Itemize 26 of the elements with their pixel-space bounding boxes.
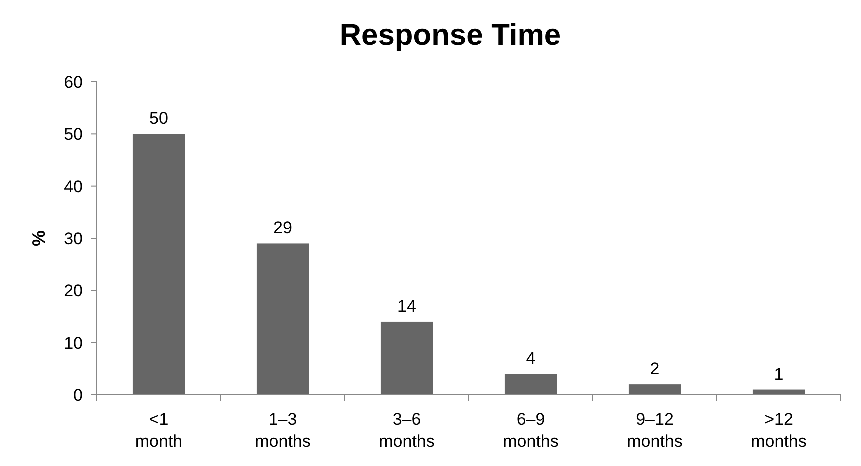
bar (628, 384, 682, 395)
y-tick-label: 50 (64, 125, 83, 144)
data-label: 14 (398, 296, 416, 316)
y-tick-label: 40 (64, 177, 83, 196)
x-tick-label: 9–12 months (627, 410, 683, 452)
bar (132, 134, 186, 395)
x-tick-label: 3–6 months (379, 410, 435, 452)
data-label: 1 (774, 364, 784, 384)
x-tick-label: >12 months (751, 410, 807, 452)
y-tick-label: 30 (64, 229, 83, 248)
bar (256, 244, 310, 395)
bar (504, 374, 558, 395)
data-label: 29 (274, 218, 292, 238)
y-tick-label: 10 (64, 334, 83, 353)
y-tick-label: 20 (64, 282, 83, 301)
chart-title: Response Time (340, 19, 562, 52)
y-axis-title: % (29, 230, 49, 247)
data-label: 2 (650, 360, 660, 379)
x-tick-label: <1 month (135, 410, 183, 452)
data-label: 4 (526, 349, 536, 368)
x-tick-label: 6–9 months (503, 410, 559, 452)
y-tick-label: 0 (74, 386, 83, 405)
x-tick-label: 1–3 months (255, 410, 311, 452)
bar (380, 322, 434, 395)
data-label: 50 (150, 109, 168, 128)
y-tick-label: 60 (64, 72, 83, 92)
